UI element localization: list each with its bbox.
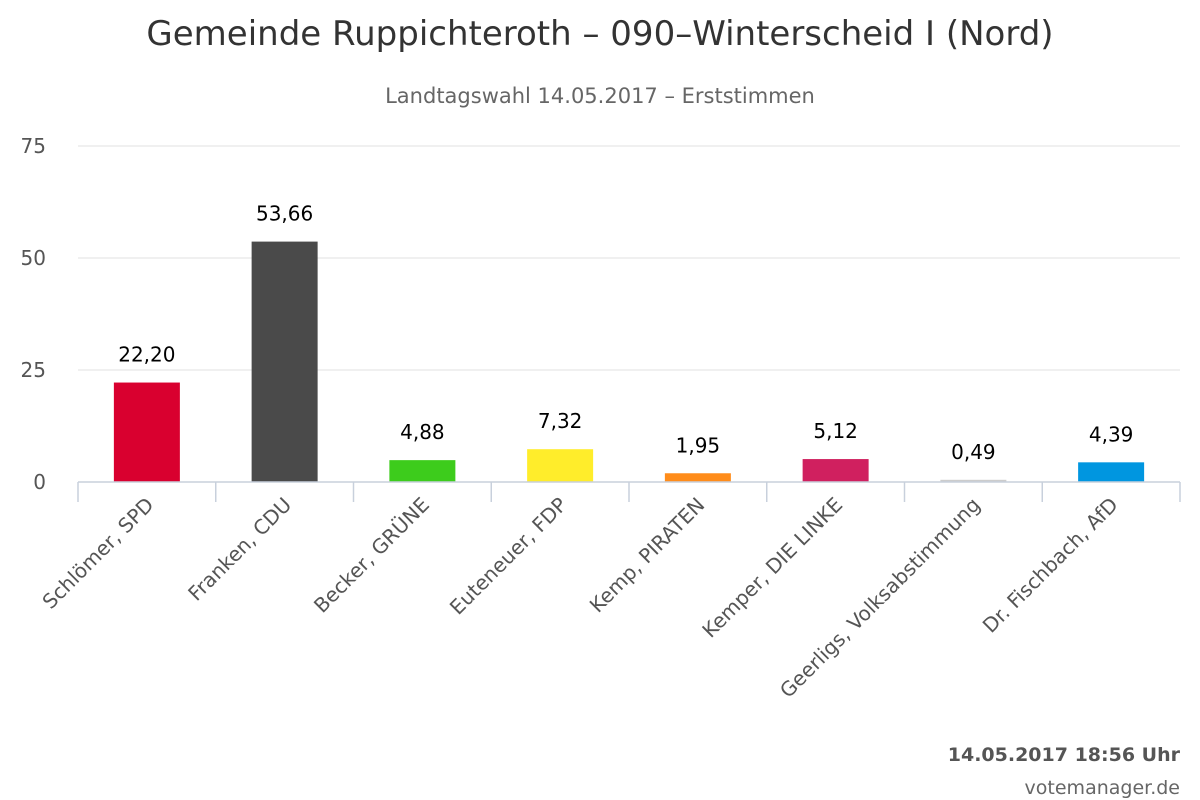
data-label: 22,20 [118,343,175,367]
data-label: 5,12 [813,419,858,443]
bar[interactable] [940,479,1007,482]
y-tick-label: 50 [21,246,46,270]
bar[interactable] [664,473,731,482]
chart-subtitle: Landtagswahl 14.05.2017 – Erststimmen [385,84,815,108]
bar[interactable] [251,241,318,482]
x-tick-label: Becker, GRÜNE [309,493,434,618]
data-label: 4,39 [1089,422,1134,446]
bar[interactable] [1078,462,1145,482]
y-axis-labels: 0 25 50 75 [21,134,46,494]
data-label: 53,66 [256,202,313,226]
x-tick-label: Kemper, DIE LINKE [697,493,847,643]
data-label: 7,32 [538,409,583,433]
bars [113,241,1145,482]
timestamp: 14.05.2017 18:56 Uhr [947,744,1180,766]
bar[interactable] [527,449,594,482]
x-axis: Schlömer, SPD Franken, CDU Becker, GRÜNE Eu… [37,481,1181,703]
bar[interactable] [802,459,869,482]
data-label: 1,95 [676,433,721,457]
grid-lines [78,145,1180,371]
x-tick-label: Schlömer, SPD [37,493,158,614]
y-tick-label: 0 [33,470,46,494]
y-tick-label: 25 [21,358,46,382]
bar[interactable] [113,382,180,482]
x-tick-label: Euteneuer, FDP [445,493,572,620]
chart-title: Gemeinde Ruppichteroth – 090–Winterschei… [146,14,1054,54]
data-labels: 22,20 53,66 4,88 7,32 1,95 5,12 0,49 4,39 [118,202,1133,464]
data-label: 4,88 [400,420,445,444]
x-tick-label: Franken, CDU [183,493,296,606]
x-tick-label: Kemp, PIRATEN [585,493,710,618]
credit-link[interactable]: votemanager.de [1024,777,1180,799]
x-tick-label: Dr. Fischbach, AfD [978,493,1123,638]
bar[interactable] [389,460,456,482]
data-label: 0,49 [951,440,996,464]
y-tick-label: 75 [21,134,46,158]
